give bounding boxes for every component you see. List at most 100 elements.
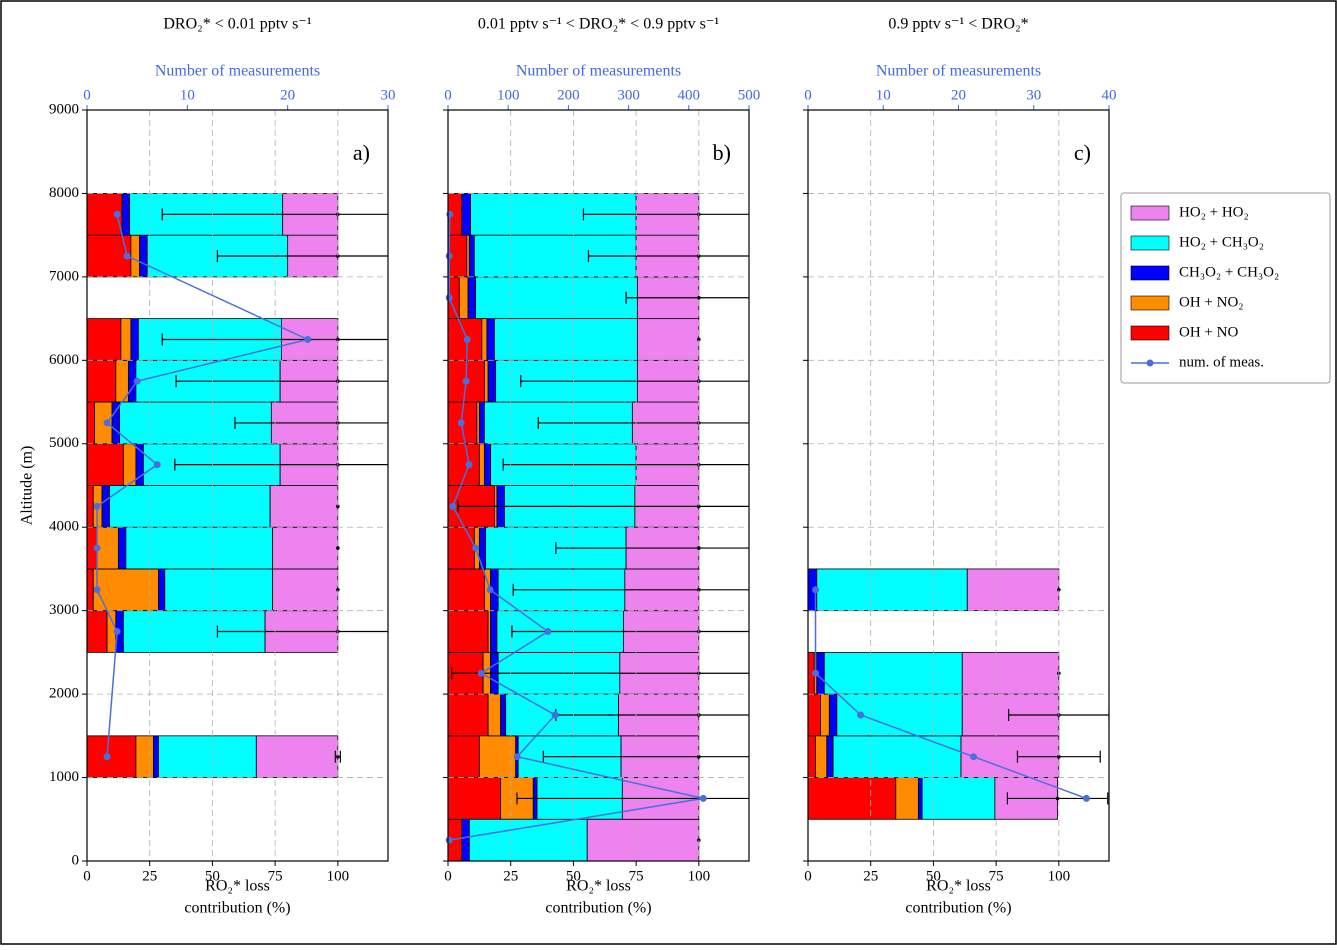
legend-swatch bbox=[1130, 205, 1170, 221]
bar-segment bbox=[101, 485, 110, 528]
y-tick-label: 6000 bbox=[49, 352, 79, 368]
measurement-point bbox=[133, 377, 141, 385]
measurement-point bbox=[812, 669, 820, 677]
error-center bbox=[697, 295, 701, 300]
measurement-point bbox=[699, 794, 707, 802]
measurement-point bbox=[449, 502, 457, 510]
legend-box bbox=[1120, 192, 1331, 384]
x2-tick-label: 20 bbox=[280, 87, 295, 103]
error-center bbox=[1057, 754, 1061, 759]
x2-tick-label: 30 bbox=[381, 87, 396, 103]
bar-segment bbox=[816, 568, 968, 612]
legend-swatch bbox=[1130, 325, 1170, 341]
x-tick-label: 75 bbox=[629, 868, 644, 884]
bar-segment bbox=[120, 318, 132, 361]
bar-segment bbox=[164, 568, 274, 612]
measurement-point bbox=[462, 377, 470, 385]
measurement-point bbox=[93, 586, 101, 594]
bar-segment bbox=[486, 318, 495, 361]
legend-label: OH + NO bbox=[1179, 324, 1238, 340]
bar-segment bbox=[826, 735, 834, 778]
error-center bbox=[336, 337, 340, 342]
error-center bbox=[336, 546, 340, 550]
x-tick-label: 100 bbox=[1048, 868, 1071, 884]
bar-segment bbox=[828, 693, 838, 737]
x2-tick-label: 400 bbox=[678, 87, 701, 103]
x-tick-label: 25 bbox=[503, 868, 518, 884]
legend-label: CH₃O₂ + CH₃O₂ bbox=[1179, 264, 1279, 280]
x2-tick-label: 0 bbox=[804, 87, 812, 103]
bar-segment bbox=[130, 318, 139, 361]
x-tick-label: 75 bbox=[989, 868, 1004, 884]
measurement-point bbox=[93, 544, 101, 552]
error-center bbox=[697, 254, 701, 258]
bar-segment bbox=[153, 735, 159, 778]
x2-tick-label: 100 bbox=[497, 87, 520, 103]
axes-frame bbox=[447, 109, 750, 862]
y-tick-label: 2000 bbox=[49, 686, 79, 702]
bar-segment bbox=[808, 693, 821, 737]
x-axis-label: contribution (%) bbox=[184, 900, 290, 917]
bar-segment bbox=[490, 610, 498, 653]
measurement-point bbox=[113, 628, 121, 636]
bar-segment bbox=[917, 777, 923, 820]
legend-label: num. of meas. bbox=[1179, 354, 1264, 370]
bar-segment bbox=[478, 443, 485, 486]
legend-swatch bbox=[1130, 295, 1170, 311]
y-tick-label: 1000 bbox=[49, 769, 79, 785]
x2-tick-label: 300 bbox=[617, 87, 640, 103]
x2-axis-label: Number of measurements bbox=[876, 63, 1041, 80]
x-axis-label: contribution (%) bbox=[545, 900, 651, 917]
measurement-point bbox=[513, 753, 521, 761]
x-tick-label: 50 bbox=[566, 868, 581, 884]
x-axis-label: contribution (%) bbox=[905, 900, 1011, 917]
measurement-point bbox=[123, 252, 131, 260]
measurement-point bbox=[457, 419, 465, 427]
plot-area bbox=[448, 193, 749, 861]
bar-segment bbox=[475, 276, 638, 320]
bar-segment bbox=[272, 568, 339, 612]
x2-tick-label: 10 bbox=[876, 87, 891, 103]
x-tick-label: 25 bbox=[142, 868, 157, 884]
bar-segment bbox=[125, 526, 274, 570]
bar-segment bbox=[458, 276, 469, 320]
measurement-point bbox=[103, 753, 111, 761]
error-center bbox=[336, 504, 340, 509]
error-center bbox=[697, 588, 701, 592]
bar-segment bbox=[487, 359, 497, 403]
bar-segment bbox=[121, 193, 131, 236]
measurement-point bbox=[477, 669, 485, 677]
bar-segment bbox=[808, 777, 897, 820]
measurement-point bbox=[551, 711, 559, 719]
y-tick-label: 9000 bbox=[49, 101, 79, 117]
panel-title: 0.9 pptv s⁻¹ < DRO₂* bbox=[888, 16, 1028, 33]
measurement-line bbox=[448, 214, 704, 841]
measurement-point bbox=[465, 461, 473, 469]
panel-label: b) bbox=[713, 140, 731, 165]
bar-segment bbox=[467, 276, 476, 320]
bar-segment bbox=[87, 443, 124, 486]
bar-segment bbox=[586, 818, 700, 861]
bar-segment bbox=[158, 735, 257, 778]
bar-segment bbox=[87, 401, 95, 445]
x2-tick-label: 200 bbox=[557, 87, 580, 103]
x-tick-label: 100 bbox=[327, 868, 350, 884]
x-tick-label: 0 bbox=[444, 868, 452, 884]
bar-segment bbox=[448, 526, 475, 570]
error-center bbox=[697, 504, 701, 509]
bar-segment bbox=[87, 610, 108, 653]
bar-segment bbox=[966, 568, 1060, 612]
bar-segment bbox=[87, 485, 94, 528]
x2-tick-label: 40 bbox=[1102, 87, 1117, 103]
bar-segment bbox=[494, 318, 638, 361]
x-tick-label: 50 bbox=[926, 868, 941, 884]
y-tick-label: 5000 bbox=[49, 435, 79, 451]
error-center bbox=[1055, 796, 1060, 801]
legend-label: HO₂ + CH₃O₂ bbox=[1179, 234, 1264, 250]
x-tick-label: 50 bbox=[205, 868, 220, 884]
bar-segment bbox=[808, 735, 816, 778]
bar-segment bbox=[448, 777, 502, 820]
x-tick-label: 75 bbox=[268, 868, 283, 884]
bar-segment bbox=[823, 651, 963, 695]
measurement-point bbox=[445, 294, 453, 302]
